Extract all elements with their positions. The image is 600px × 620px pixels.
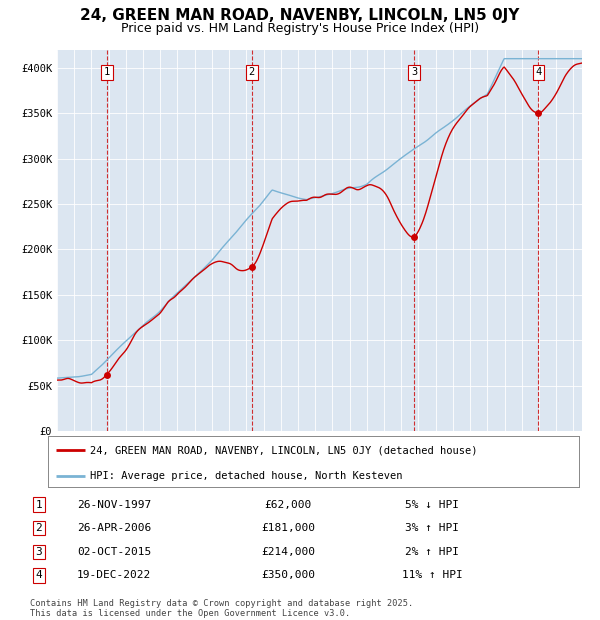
Text: 3% ↑ HPI: 3% ↑ HPI [405, 523, 459, 533]
Text: 24, GREEN MAN ROAD, NAVENBY, LINCOLN, LN5 0JY (detached house): 24, GREEN MAN ROAD, NAVENBY, LINCOLN, LN… [91, 445, 478, 455]
Text: 2: 2 [35, 523, 43, 533]
Text: Price paid vs. HM Land Registry's House Price Index (HPI): Price paid vs. HM Land Registry's House … [121, 22, 479, 35]
Text: 3: 3 [411, 68, 417, 78]
Text: 19-DEC-2022: 19-DEC-2022 [77, 570, 151, 580]
Text: £181,000: £181,000 [261, 523, 315, 533]
Text: 02-OCT-2015: 02-OCT-2015 [77, 547, 151, 557]
Text: 4: 4 [535, 68, 541, 78]
Text: £214,000: £214,000 [261, 547, 315, 557]
Text: 26-APR-2006: 26-APR-2006 [77, 523, 151, 533]
Text: 1: 1 [35, 500, 43, 510]
Text: £62,000: £62,000 [265, 500, 311, 510]
Text: £350,000: £350,000 [261, 570, 315, 580]
Text: 2: 2 [249, 68, 255, 78]
Text: 26-NOV-1997: 26-NOV-1997 [77, 500, 151, 510]
Text: 1: 1 [104, 68, 110, 78]
Text: 24, GREEN MAN ROAD, NAVENBY, LINCOLN, LN5 0JY: 24, GREEN MAN ROAD, NAVENBY, LINCOLN, LN… [80, 8, 520, 23]
Text: 3: 3 [35, 547, 43, 557]
Text: 2% ↑ HPI: 2% ↑ HPI [405, 547, 459, 557]
Text: 4: 4 [35, 570, 43, 580]
Text: 11% ↑ HPI: 11% ↑ HPI [401, 570, 463, 580]
Text: Contains HM Land Registry data © Crown copyright and database right 2025.: Contains HM Land Registry data © Crown c… [30, 600, 413, 608]
Text: This data is licensed under the Open Government Licence v3.0.: This data is licensed under the Open Gov… [30, 609, 350, 618]
Text: HPI: Average price, detached house, North Kesteven: HPI: Average price, detached house, Nort… [91, 471, 403, 480]
Text: 5% ↓ HPI: 5% ↓ HPI [405, 500, 459, 510]
